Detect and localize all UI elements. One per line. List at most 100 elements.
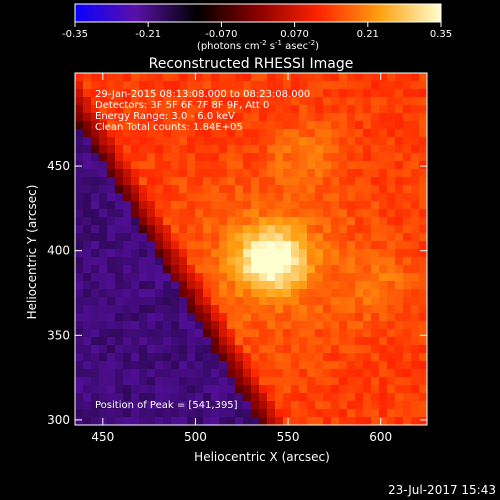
heatmap-cell [339, 121, 348, 130]
heatmap-cell [331, 97, 340, 106]
heatmap-cell [243, 153, 252, 162]
heatmap-cell [275, 345, 284, 354]
heatmap-cell [387, 129, 396, 138]
heatmap-cell [347, 217, 356, 226]
heatmap-cell [115, 377, 124, 386]
heatmap-cell [91, 297, 100, 306]
heatmap-cell [99, 257, 108, 266]
heatmap-cell [283, 305, 292, 314]
heatmap-cell [107, 217, 116, 226]
heatmap-cell [307, 137, 316, 146]
heatmap-cell [283, 409, 292, 418]
heatmap-cell [267, 281, 276, 290]
heatmap-cell [171, 201, 180, 210]
heatmap-cell [403, 153, 412, 162]
heatmap-cell [211, 409, 220, 418]
info-line-energy: Energy Range: 3.0 - 6.0 keV [95, 111, 235, 122]
heatmap-cell [251, 209, 260, 218]
heatmap-cell [347, 249, 356, 258]
heatmap-cell [251, 321, 260, 330]
heatmap-cell [131, 417, 140, 425]
heatmap-cell [139, 265, 148, 274]
heatmap-cell [387, 161, 396, 170]
heatmap-cell [283, 81, 292, 90]
heatmap-cell [243, 193, 252, 202]
heatmap-cell [163, 305, 172, 314]
heatmap-cell [267, 369, 276, 378]
heatmap-cell [363, 289, 372, 298]
heatmap-cell [419, 257, 427, 266]
heatmap-cell [339, 81, 348, 90]
heatmap-cell [235, 193, 244, 202]
heatmap-cell [131, 233, 140, 242]
heatmap-cell [147, 169, 156, 178]
heatmap-cell [419, 209, 427, 218]
heatmap-cell [107, 361, 116, 370]
heatmap-cell [371, 249, 380, 258]
heatmap-cell [315, 417, 324, 425]
heatmap-cell [347, 201, 356, 210]
heatmap-cell [355, 369, 364, 378]
heatmap-cell [171, 121, 180, 130]
heatmap-cell [371, 377, 380, 386]
heatmap-cell [251, 185, 260, 194]
heatmap-cell [283, 89, 292, 98]
heatmap-cell [403, 73, 412, 82]
heatmap-cell [139, 209, 148, 218]
heatmap-cell [339, 73, 348, 82]
heatmap-cell [123, 81, 132, 90]
heatmap-cell [131, 369, 140, 378]
heatmap-cell [139, 177, 148, 186]
heatmap-cell [195, 145, 204, 154]
heatmap-cell [283, 169, 292, 178]
heatmap-cell [363, 185, 372, 194]
colorbar-gradient [74, 3, 442, 23]
heatmap-cell [307, 217, 316, 226]
heatmap-cell [147, 329, 156, 338]
heatmap-cell [379, 241, 388, 250]
heatmap-cell [267, 337, 276, 346]
heatmap-cell [75, 225, 84, 234]
heatmap-cell [315, 241, 324, 250]
heatmap-cell [211, 81, 220, 90]
heatmap-cell [251, 377, 260, 386]
heatmap-cell [235, 209, 244, 218]
heatmap-cell [419, 265, 427, 274]
heatmap-cell [419, 321, 427, 330]
heatmap-cell [331, 185, 340, 194]
heatmap-cell [251, 305, 260, 314]
heatmap-cell [243, 249, 252, 258]
heatmap-cell [179, 185, 188, 194]
heatmap-cell [283, 345, 292, 354]
heatmap-cell [179, 393, 188, 402]
heatmap-cell [123, 417, 132, 425]
heatmap-cell [355, 137, 364, 146]
heatmap-cell [419, 329, 427, 338]
heatmap-cell [171, 185, 180, 194]
heatmap-cell [291, 345, 300, 354]
heatmap-cell [131, 169, 140, 178]
heatmap-cell [355, 313, 364, 322]
heatmap-cell [355, 153, 364, 162]
heatmap-cell [251, 89, 260, 98]
heatmap-cell [387, 113, 396, 122]
heatmap-cell [251, 353, 260, 362]
heatmap-cell [203, 409, 212, 418]
heatmap-cell [291, 201, 300, 210]
heatmap-cell [131, 105, 140, 114]
heatmap-cell [219, 241, 228, 250]
heatmap-cell [299, 385, 308, 394]
heatmap-cell [403, 161, 412, 170]
heatmap-cell [211, 345, 220, 354]
heatmap-cell [243, 369, 252, 378]
heatmap-cell [267, 145, 276, 154]
heatmap-cell [339, 169, 348, 178]
heatmap-cell [363, 177, 372, 186]
heatmap-cell [171, 337, 180, 346]
heatmap-cell [235, 137, 244, 146]
heatmap-cell [395, 377, 404, 386]
heatmap-cell [155, 401, 164, 410]
heatmap-cell [211, 161, 220, 170]
heatmap-cell [107, 321, 116, 330]
heatmap-cell [275, 265, 284, 274]
